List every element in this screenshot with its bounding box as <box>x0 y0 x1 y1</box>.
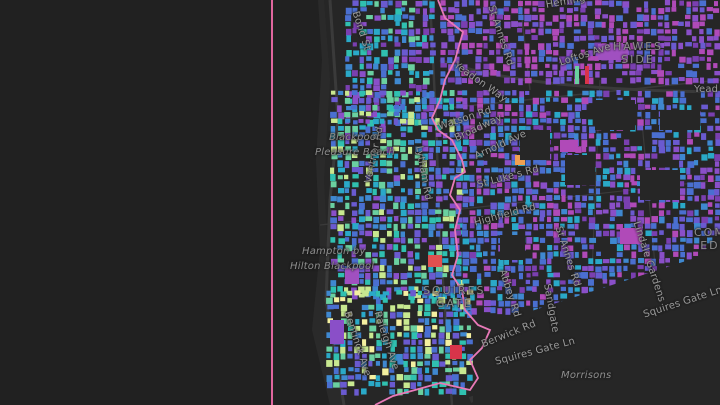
left-panel <box>0 0 272 405</box>
poi-label[interactable]: Blackpool <box>329 132 380 143</box>
poi-label[interactable]: Pleasure Beach <box>315 147 395 158</box>
map-view[interactable]: Bond St Yeadon Way St Annes Rd Heming Loftos… <box>273 0 720 405</box>
area-label: SQUIRES GATE <box>423 284 486 310</box>
open-spaces <box>473 100 720 405</box>
poi-label[interactable]: Morrisons <box>561 370 612 381</box>
panel-divider[interactable] <box>271 0 273 405</box>
area-label: HAWES SIDE <box>613 40 664 66</box>
building-footprints <box>326 0 720 396</box>
map-canvas[interactable] <box>273 0 720 405</box>
sea-area <box>273 0 342 405</box>
district-boundary <box>374 0 492 405</box>
poi-label[interactable]: Hampton by <box>302 246 366 257</box>
poi-label[interactable]: Hilton Blackpool <box>290 261 375 272</box>
area-label: COMED <box>694 226 720 252</box>
street-label: Yead <box>694 84 719 95</box>
